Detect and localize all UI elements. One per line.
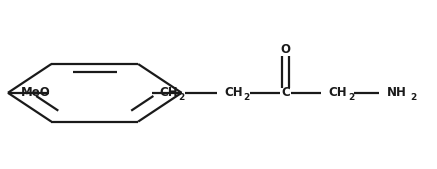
Text: 2: 2 bbox=[410, 93, 416, 102]
Text: CH: CH bbox=[329, 86, 347, 99]
Text: O: O bbox=[281, 43, 291, 56]
Text: 2: 2 bbox=[178, 93, 185, 102]
Text: NH: NH bbox=[387, 86, 406, 99]
Text: C: C bbox=[281, 86, 290, 99]
Text: CH: CH bbox=[159, 86, 178, 99]
Text: 2: 2 bbox=[348, 93, 354, 102]
Text: 2: 2 bbox=[243, 93, 250, 102]
Text: CH: CH bbox=[224, 86, 243, 99]
Text: MeO: MeO bbox=[21, 86, 51, 99]
